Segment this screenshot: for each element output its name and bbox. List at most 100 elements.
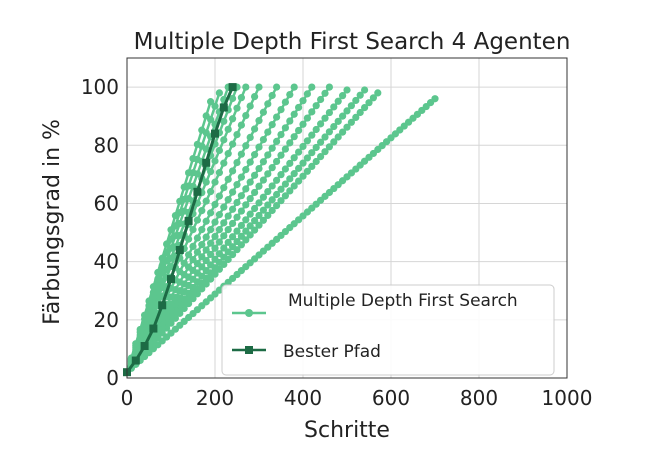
mdfs-marker [268,196,276,204]
mdfs-marker [215,146,223,155]
mdfs-marker [233,104,241,112]
mdfs-marker [273,190,281,199]
chart-marks [123,83,439,377]
mdfs-marker [308,162,316,171]
mdfs-marker [220,136,228,144]
mdfs-marker [312,125,320,134]
mdfs-marker [215,238,223,246]
y-tick-label: 20 [94,308,119,332]
mdfs-marker [242,166,250,174]
mdfs-marker [251,188,259,197]
mdfs-marker [193,216,201,224]
mdfs-marker [215,226,223,234]
mdfs-marker [325,128,333,136]
mdfs-marker [242,216,250,224]
mdfs-marker [229,167,237,175]
mdfs-marker [299,142,307,151]
mdfs-marker [317,95,325,104]
x-tick-label: 600 [372,386,410,410]
mdfs-marker [312,102,320,110]
best-path-marker [228,83,237,92]
mdfs-marker [246,133,254,142]
mdfs-marker [242,201,250,209]
mdfs-marker [281,98,289,106]
y-tick-label: 0 [106,366,119,390]
mdfs-marker [255,117,263,125]
mdfs-marker [352,96,360,105]
mdfs-marker [229,205,237,213]
mdfs-marker [268,144,276,152]
mdfs-marker [246,195,254,203]
mdfs-marker [246,102,254,110]
mdfs-marker [215,89,223,97]
mdfs-marker [365,99,373,107]
mdfs-marker [229,219,237,228]
mdfs-marker [211,157,219,165]
mdfs-marker [167,226,175,234]
mdfs-marker [277,171,285,179]
mdfs-marker [237,173,245,181]
mdfs-marker [308,108,316,116]
mdfs-marker [246,210,254,218]
mdfs-marker [273,137,281,145]
mdfs-marker [321,114,329,122]
mdfs-marker [171,211,179,220]
mdfs-marker [255,221,263,229]
mdfs-marker [224,238,232,246]
best-path-marker [131,356,140,365]
mdfs-marker [211,200,219,209]
mdfs-marker [303,167,311,175]
mdfs-marker [198,241,206,249]
mdfs-marker [303,90,311,98]
mdfs-marker [180,259,188,267]
mdfs-marker [237,232,245,240]
mdfs-marker [321,89,329,97]
mdfs-marker [176,197,184,205]
mdfs-marker [193,234,201,242]
y-tick-label: 60 [94,191,119,215]
mdfs-marker [207,167,215,176]
mdfs-marker [268,91,276,100]
mdfs-marker [198,126,206,134]
mdfs-marker [255,211,263,220]
mdfs-marker [295,164,303,172]
tick-labels: 0 200 400 600 800 1000 0 20 40 60 80 100 [81,75,593,410]
mdfs-marker [207,188,215,196]
mdfs-marker [303,154,311,162]
mdfs-marker [339,112,347,120]
legend-box [221,284,555,376]
mdfs-marker [211,178,219,186]
best-path-marker [193,187,202,196]
mdfs-marker [273,157,281,166]
mdfs-marker [361,86,369,94]
mdfs-marker [237,221,245,230]
mdfs-marker [220,159,228,167]
mdfs-marker [215,169,223,177]
mdfs-marker [347,118,355,126]
mdfs-marker [255,164,263,173]
best-path-marker [219,103,228,112]
legend-label-best: Bester Pfad [283,342,381,362]
mdfs-marker [237,207,245,215]
mdfs-marker [251,92,259,101]
mdfs-marker [299,172,307,180]
x-tick-label: 0 [121,386,134,410]
mdfs-marker [233,227,241,235]
mdfs-marker [290,83,298,91]
mdfs-marker [273,83,281,91]
mdfs-marker [268,182,276,190]
chart-title: Multiple Depth First Search 4 Agenten [134,29,571,55]
mdfs-marker [255,83,263,91]
mdfs-marker [207,209,215,217]
best-path-marker [140,342,149,350]
mdfs-marker [299,97,307,105]
mdfs-marker [352,113,360,122]
mdfs-marker [237,192,245,200]
mdfs-marker [233,213,241,221]
mdfs-marker [334,117,342,125]
mdfs-marker [224,125,232,133]
mdfs-marker [286,90,294,99]
mdfs-marker [286,159,294,167]
mdfs-marker [339,128,347,136]
mdfs-marker [251,217,259,225]
